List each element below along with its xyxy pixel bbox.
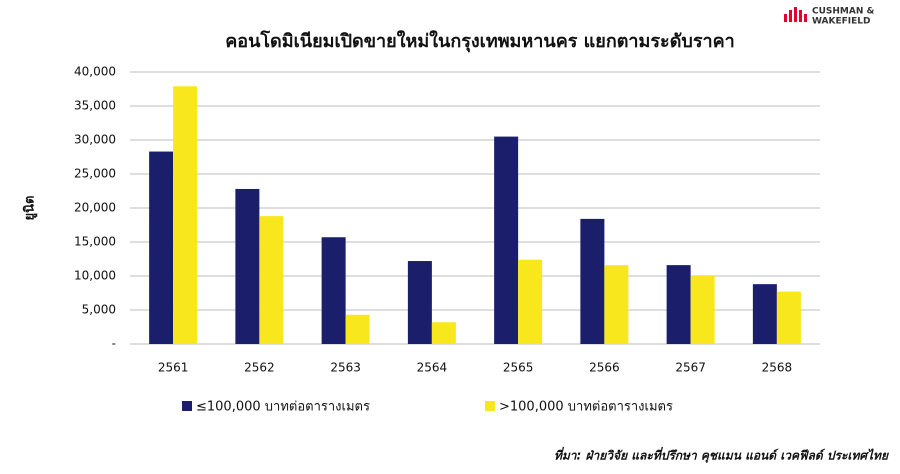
bar: [690, 276, 715, 344]
x-tick-label: 2564: [417, 361, 448, 375]
bar: [518, 259, 543, 344]
bar: [345, 314, 370, 344]
y-tick-label: 25,000: [74, 167, 116, 181]
legend-label: ≤100,000 บาทต่อตารางเมตร: [196, 400, 370, 415]
x-tick-label: 2565: [503, 361, 534, 375]
logo-text: WAKEFIELD: [812, 17, 870, 27]
logo-bar: [804, 14, 807, 22]
y-tick-label: 15,000: [74, 235, 116, 249]
bar: [604, 265, 629, 344]
y-tick-label: -: [112, 337, 116, 351]
bar: [235, 188, 260, 344]
bar: [259, 216, 284, 344]
y-tick-label: 30,000: [74, 133, 116, 147]
legend-swatch: [485, 401, 495, 411]
bar: [149, 151, 174, 344]
source-note: ที่มา: ฝ่ายวิจัย และที่ปรึกษา คุชแมน แอน…: [554, 447, 889, 464]
bar: [407, 261, 432, 344]
y-tick-label: 10,000: [74, 269, 116, 283]
bar: [173, 86, 198, 344]
logo: CUSHMAN & WAKEFIELD: [784, 7, 875, 27]
legend-swatch: [182, 401, 192, 411]
logo-bar: [789, 10, 792, 22]
x-tick-label: 2568: [762, 361, 793, 375]
x-tick-label: 2561: [158, 361, 189, 375]
bar: [494, 136, 519, 344]
logo-bar: [799, 10, 802, 22]
logo-text: CUSHMAN &: [812, 7, 875, 17]
bar: [431, 322, 456, 344]
y-tick-label: 35,000: [74, 99, 116, 113]
logo-bar: [794, 7, 797, 22]
y-tick-label: 20,000: [74, 201, 116, 215]
logo-bar: [784, 14, 787, 22]
x-tick-label: 2562: [244, 361, 275, 375]
bar: [321, 237, 346, 344]
y-tick-label: 5,000: [82, 303, 116, 317]
bar: [752, 284, 777, 344]
bar: [666, 265, 691, 344]
x-tick-label: 2567: [675, 361, 706, 375]
bar: [776, 291, 801, 344]
y-tick-label: 40,000: [74, 65, 116, 79]
x-tick-label: 2566: [589, 361, 620, 375]
x-tick-label: 2563: [330, 361, 361, 375]
legend-label: >100,000 บาทต่อตารางเมตร: [499, 400, 673, 415]
chart-title: คอนโดมิเนียมเปิดขายใหม่ในกรุงเทพมหานคร แ…: [225, 30, 735, 53]
y-axis-label: ยูนิต: [23, 196, 38, 221]
bar: [580, 218, 605, 344]
